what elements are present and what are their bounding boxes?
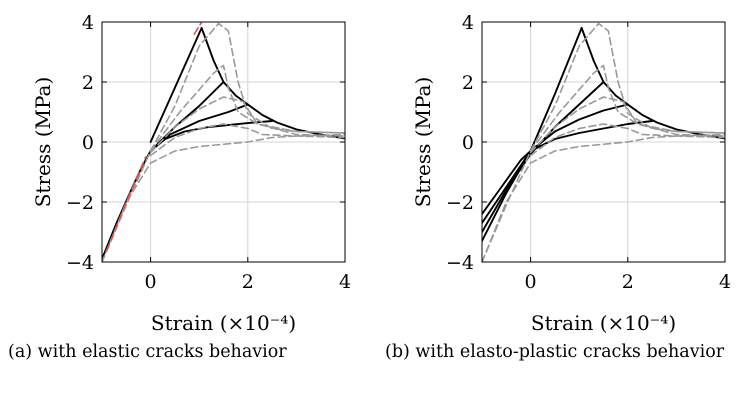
y-tick-label: −2 (66, 192, 94, 214)
solid-series-line (482, 27, 583, 242)
y-tick-label: −4 (446, 252, 474, 274)
x-axis-label: Strain (×10⁻⁴) (531, 311, 676, 335)
dashed-series-line (529, 96, 725, 154)
caption-a: (a) with elastic cracks behavior (8, 342, 287, 362)
dashed-series-line (529, 64, 725, 152)
x-tick-label: 0 (525, 271, 537, 293)
x-tick-label: 4 (719, 271, 731, 293)
dashed-series-line (102, 22, 345, 262)
dashed-series-line (149, 96, 345, 154)
grid (102, 21, 346, 263)
y-tick-label: 2 (82, 72, 94, 94)
solid-series-line (482, 120, 654, 215)
panel-a: 0 2 4 −4 −2 0 2 4 Strain (×10⁻⁴) Stress (MPa) (31, 12, 351, 335)
y-tick-label: 2 (462, 72, 474, 94)
caption-b: (b) with elasto-plastic cracks behavior (385, 342, 725, 362)
x-tick-label: 4 (339, 271, 351, 293)
x-tick-label: 0 (145, 271, 157, 293)
dashed-series-line (482, 22, 725, 262)
dashed-series-line (106, 156, 147, 251)
panel-b: 0 2 4 −4 −2 0 2 4 Strain (×10⁻⁴) Stress (MPa) (411, 12, 731, 335)
dashed-series-line (149, 64, 345, 152)
y-tick-label: 0 (462, 132, 474, 154)
x-axis-label: Strain (×10⁻⁴) (151, 311, 296, 335)
dashed-series-line (102, 133, 345, 262)
y-axis-label: Stress (MPa) (31, 77, 55, 208)
series-group (102, 22, 345, 262)
y-tick-label: −4 (66, 252, 94, 274)
x-tick-label: 2 (242, 271, 254, 293)
y-axis-label: Stress (MPa) (411, 77, 435, 208)
y-tick-label: 4 (82, 12, 94, 34)
y-tick-label: 4 (462, 12, 474, 34)
dashed-series-line (482, 133, 725, 262)
y-tick-label: −2 (446, 192, 474, 214)
solid-series-line (482, 103, 629, 224)
solid-series-line (149, 27, 203, 143)
y-tick-label: 0 (82, 132, 94, 154)
series-group (482, 22, 725, 262)
grid (482, 21, 726, 263)
x-tick-label: 2 (622, 271, 634, 293)
dashed-series-line (193, 22, 203, 35)
